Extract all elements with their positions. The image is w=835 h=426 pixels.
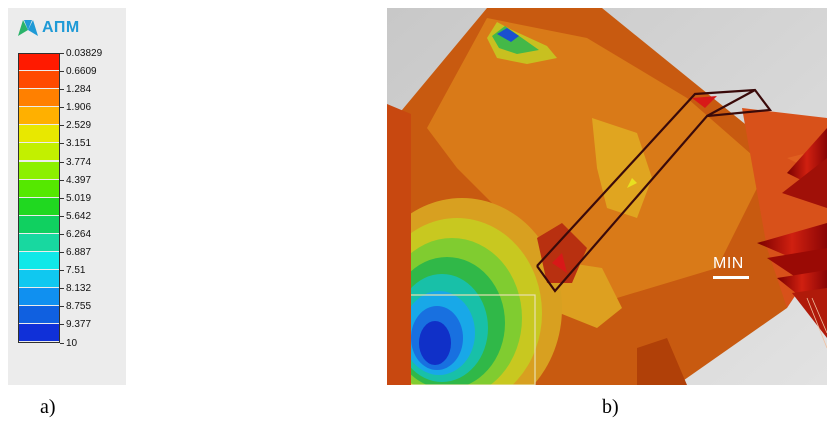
- scale-row: 2.529: [18, 121, 130, 143]
- scale-tick-label: 2.529: [60, 121, 91, 131]
- scale-row: 1.906: [18, 103, 130, 125]
- scale-row: 5.019: [18, 193, 130, 216]
- contour-plot: [387, 8, 827, 385]
- scale-row: 5.642: [18, 211, 130, 234]
- color-swatch: [18, 270, 60, 288]
- scale-tick-label: 1.284: [60, 85, 91, 95]
- color-swatch: [18, 125, 60, 143]
- color-swatch: [18, 324, 60, 342]
- scale-tick-label: 5.019: [60, 193, 91, 204]
- scale-row: 6.887: [18, 248, 130, 270]
- color-swatch: [18, 252, 60, 270]
- scale-tick-label: 5.642: [60, 211, 91, 222]
- scale-tick-label: 6.264: [60, 229, 91, 240]
- scale-row: 4.397: [18, 175, 130, 198]
- color-scale-legend: АПМ 0.03829 0.6609 1.284 1.906 2.529 3.151 3.7…: [8, 8, 126, 385]
- scale-tick-label: 9.377: [60, 320, 91, 330]
- scale-tick-label: 6.887: [60, 248, 91, 258]
- min-marker-underline: [713, 276, 749, 279]
- caption-b: b): [602, 396, 619, 418]
- left-edge-bar: [387, 104, 411, 385]
- caption-a: a): [40, 396, 56, 418]
- scale-tick-label: 7.51: [60, 266, 85, 276]
- scale-row: 0.03829: [18, 49, 130, 71]
- scale-tick-label: 1.906: [60, 103, 91, 113]
- scale-row: 3.774: [18, 157, 130, 180]
- color-swatch: [18, 215, 60, 233]
- scale-tick-label: 8.132: [60, 284, 91, 294]
- color-swatch: [18, 288, 60, 306]
- scale-row: 10: [18, 338, 130, 361]
- scale-tick-label: 4.397: [60, 175, 91, 186]
- scale-tick-label: 3.151: [60, 139, 91, 149]
- scale-tick-label: 0.03829: [60, 49, 102, 59]
- scale-row: 0.6609: [18, 67, 130, 89]
- scale-row: 8.132: [18, 284, 130, 306]
- scale-row: 7.51: [18, 266, 130, 288]
- color-scale: 0.03829 0.6609 1.284 1.906 2.529 3.151 3.774 4.…: [18, 49, 130, 375]
- scale-row: 1.284: [18, 85, 130, 107]
- top-patch-blue: [497, 28, 519, 42]
- color-swatch: [18, 179, 60, 197]
- scale-tick-label: 8.755: [60, 302, 91, 312]
- color-swatch: [18, 161, 60, 179]
- load-spikes: [757, 128, 827, 349]
- color-swatch: [18, 107, 60, 125]
- color-swatch: [18, 233, 60, 251]
- scale-row: 8.755: [18, 302, 130, 324]
- color-swatch: [18, 53, 60, 70]
- scale-tick-label: 0.6609: [60, 67, 97, 77]
- scale-tick-label: 10: [60, 338, 77, 349]
- scale-row: 9.377: [18, 320, 130, 342]
- scale-row: 6.264: [18, 229, 130, 252]
- color-swatch: [18, 197, 60, 215]
- scale-row: 3.151: [18, 139, 130, 161]
- color-swatch: [18, 143, 60, 161]
- slot-outline: [536, 88, 773, 293]
- apm-logo-icon: [18, 20, 38, 36]
- low-stress-core: [419, 321, 451, 365]
- apm-logo: АПМ: [18, 18, 80, 38]
- stress-contour-render: MIN: [387, 8, 827, 385]
- color-swatch: [18, 89, 60, 107]
- scale-tick-label: 3.774: [60, 157, 91, 168]
- min-marker-label: MIN: [713, 255, 744, 272]
- color-swatch: [18, 71, 60, 89]
- yellow-zone: [592, 118, 652, 218]
- logo-text: АПМ: [42, 19, 80, 36]
- color-swatch: [18, 306, 60, 324]
